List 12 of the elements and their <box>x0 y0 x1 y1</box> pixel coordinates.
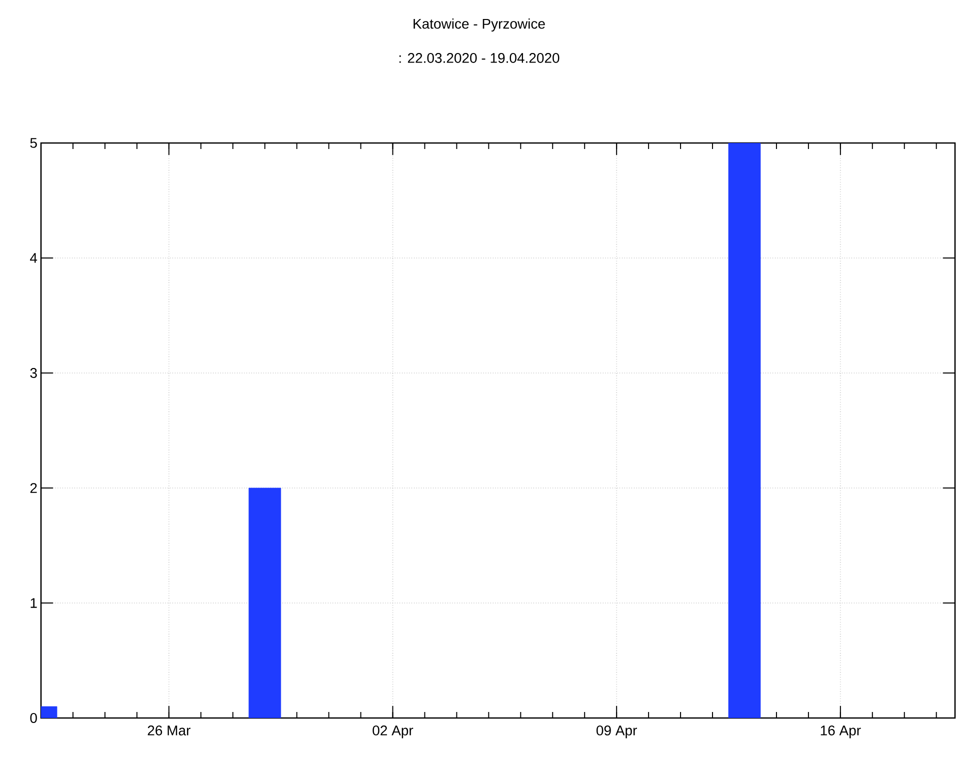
y-tick-label: 3 <box>30 368 37 378</box>
y-tick-label: 5 <box>30 138 37 148</box>
x-tick-label: 16 Apr <box>820 726 861 738</box>
y-tick-label: 1 <box>30 598 37 608</box>
y-tick-label: 4 <box>30 253 38 263</box>
x-tick-label: 09 Apr <box>596 726 637 738</box>
chart-title: Katowice - Pyrzowice <box>414 18 545 32</box>
chart-subtitle: : 22.03.2020 - 19.04.2020 <box>399 53 560 63</box>
x-tick-label: 02 Apr <box>372 726 414 738</box>
y-tick-label: 0 <box>30 713 37 723</box>
x-tick-label: 26 Mar <box>148 726 190 736</box>
y-tick-label: 2 <box>30 483 37 493</box>
